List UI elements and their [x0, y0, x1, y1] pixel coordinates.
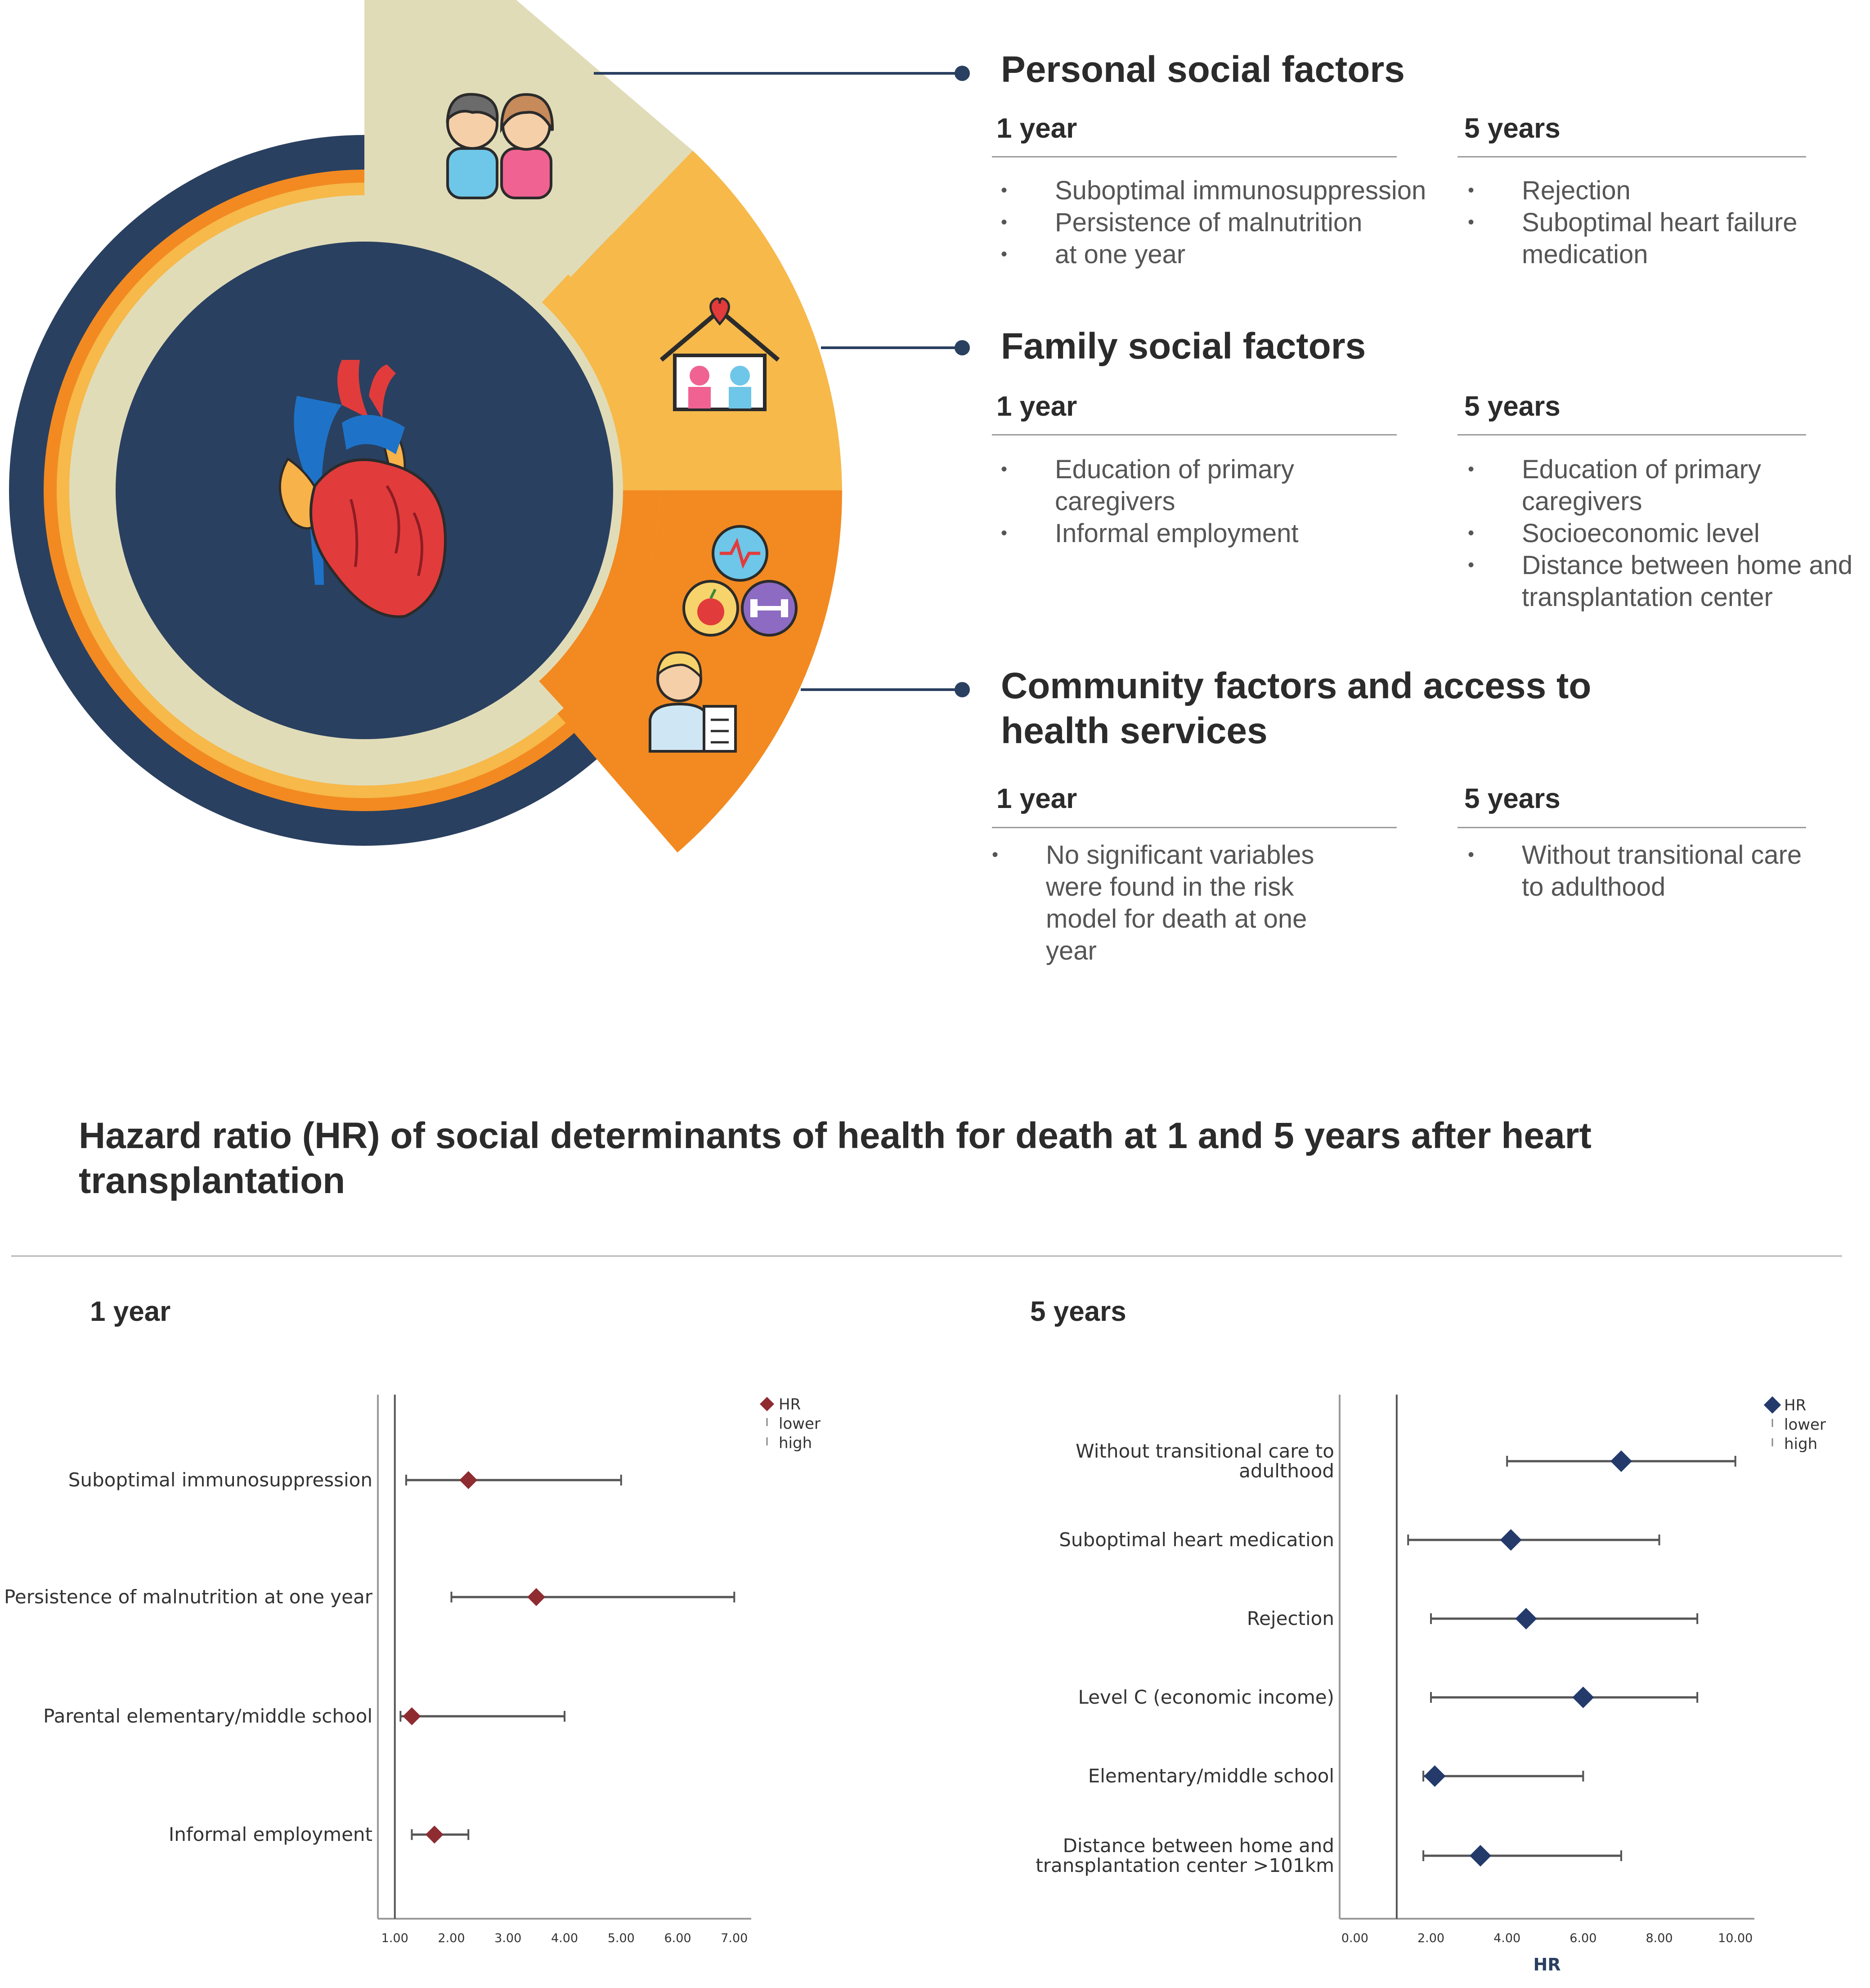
hr-marker — [1515, 1608, 1537, 1629]
community-5years-list: Without transitional care to adulthood — [1463, 839, 1814, 903]
hr-marker — [1610, 1450, 1632, 1472]
personal-5years-list: Rejection Suboptimal heart failure medic… — [1463, 175, 1841, 270]
column-rule — [1457, 156, 1806, 157]
x-tick-label: 6.00 — [664, 1931, 691, 1945]
legend-hr-marker — [760, 1397, 774, 1411]
category-label: Rejection — [1247, 1607, 1334, 1629]
legend-label: lower — [1784, 1416, 1826, 1434]
list-item: Suboptimal immunosuppression — [996, 175, 1469, 206]
column-rule — [1457, 827, 1806, 828]
category-label: Level C (economic income) — [1078, 1686, 1334, 1708]
x-tick-label: 6.00 — [1570, 1931, 1596, 1945]
hr-marker — [1500, 1529, 1522, 1551]
panel-title-5years: 5 years — [1030, 1296, 1126, 1327]
personal-1year-header: 1 year — [996, 113, 1077, 144]
list-item: Informal employment — [996, 517, 1356, 549]
list-item: Rejection — [1463, 175, 1841, 206]
connector-dot — [955, 340, 970, 355]
heart-rate-icon — [712, 525, 768, 582]
x-tick-label: 8.00 — [1646, 1931, 1673, 1945]
family-1year-header: 1 year — [996, 391, 1077, 422]
connector-personal — [594, 72, 963, 75]
list-item: Distance between home and transplantatio… — [1463, 549, 1868, 613]
connector-community — [801, 688, 963, 691]
x-tick-label: 4.00 — [1493, 1931, 1520, 1945]
list-item: Without transitional care to adulthood — [1463, 839, 1814, 903]
legend-label: lower — [779, 1415, 821, 1433]
list-item: No significant variables were found in t… — [987, 839, 1343, 967]
hr-marker — [527, 1588, 546, 1606]
category-label: Elementary/middle school — [1088, 1765, 1334, 1787]
x-tick-label: 7.00 — [721, 1931, 748, 1945]
personal-5years-header: 5 years — [1464, 113, 1561, 144]
x-tick-label: 10.00 — [1718, 1931, 1753, 1945]
connector-dot — [955, 66, 970, 81]
category-label: Persistence of malnutrition at one year — [4, 1586, 373, 1608]
list-item: Education of primary caregivers — [996, 453, 1356, 517]
column-rule — [992, 827, 1397, 828]
column-rule — [992, 156, 1397, 157]
x-tick-label: 2.00 — [438, 1931, 465, 1945]
community-factors-title: Community factors and access to health s… — [1001, 665, 1592, 752]
list-item: Education of primary caregivers — [1463, 453, 1868, 517]
dumbbell-icon — [741, 580, 798, 637]
list-item: Persistence of malnutrition — [996, 206, 1469, 238]
x-axis-title: HR — [1533, 1955, 1561, 1975]
legend-label: HR — [1784, 1396, 1806, 1414]
personal-1year-list: Suboptimal immunosuppression Persistence… — [996, 175, 1469, 270]
family-5years-list: Education of primary caregivers Socioeco… — [1463, 453, 1868, 613]
category-label: Informal employment — [169, 1823, 372, 1845]
legend-label: high — [779, 1434, 812, 1452]
panel-title-1year: 1 year — [90, 1296, 171, 1327]
family-5years-header: 5 years — [1464, 391, 1561, 422]
list-item: Socioeconomic level — [1463, 517, 1868, 549]
column-rule — [1457, 434, 1806, 435]
forest-plot-5years: 0.00 2.00 4.00 6.00 8.00 10.00 HR Without trans… — [1036, 1395, 1826, 1975]
hr-marker — [403, 1707, 421, 1725]
connector-family — [821, 346, 963, 349]
apple-icon — [682, 580, 739, 637]
x-tick-label: 2.00 — [1417, 1931, 1444, 1945]
community-5years-header: 5 years — [1464, 783, 1561, 814]
people-icon — [446, 93, 554, 199]
family-1year-list: Education of primary caregivers Informal… — [996, 453, 1356, 549]
x-tick-label: 5.00 — [608, 1931, 635, 1945]
legend-hr-marker — [1763, 1396, 1781, 1414]
category-label: Suboptimal immunosuppression — [68, 1469, 372, 1491]
category-label: Parental elementary/middle school — [43, 1705, 372, 1727]
legend-label: high — [1784, 1435, 1817, 1453]
list-item: at one year — [996, 238, 1469, 270]
community-1year-list: No significant variables were found in t… — [987, 839, 1343, 967]
category-label: Without transitional care to adulthood — [1076, 1440, 1334, 1482]
column-rule — [992, 434, 1397, 435]
hr-marker — [1572, 1687, 1594, 1708]
heart-organ-icon — [278, 360, 447, 618]
family-home-icon — [659, 297, 780, 411]
hr-marker — [1469, 1845, 1491, 1867]
hr-marker — [425, 1826, 444, 1844]
legend-label: HR — [779, 1396, 801, 1414]
community-1year-header: 1 year — [996, 783, 1077, 814]
hr-marker — [1424, 1765, 1446, 1787]
category-label: Suboptimal heart medication — [1059, 1529, 1334, 1551]
hr-marker — [459, 1471, 478, 1489]
connector-dot — [955, 682, 970, 697]
x-tick-label: 1.00 — [381, 1931, 408, 1945]
category-label: Distance between home and transplantation… — [1036, 1835, 1334, 1876]
section-divider — [11, 1255, 1842, 1257]
family-factors-title: Family social factors — [1001, 326, 1366, 367]
social-factors-wheel — [9, 0, 843, 853]
doctor-icon — [649, 651, 737, 753]
x-tick-label: 4.00 — [551, 1931, 578, 1945]
list-item: Suboptimal heart failure medication — [1463, 206, 1841, 270]
personal-factors-title: Personal social factors — [1001, 49, 1405, 90]
forest-plot-1year: 1.00 2.00 3.00 4.00 5.00 6.00 7.00 Suboptimal i… — [4, 1395, 821, 1945]
x-tick-label: 3.00 — [494, 1931, 521, 1945]
chart-title: Hazard ratio (HR) of social determinants… — [79, 1115, 1592, 1201]
x-tick-label: 0.00 — [1341, 1931, 1368, 1945]
